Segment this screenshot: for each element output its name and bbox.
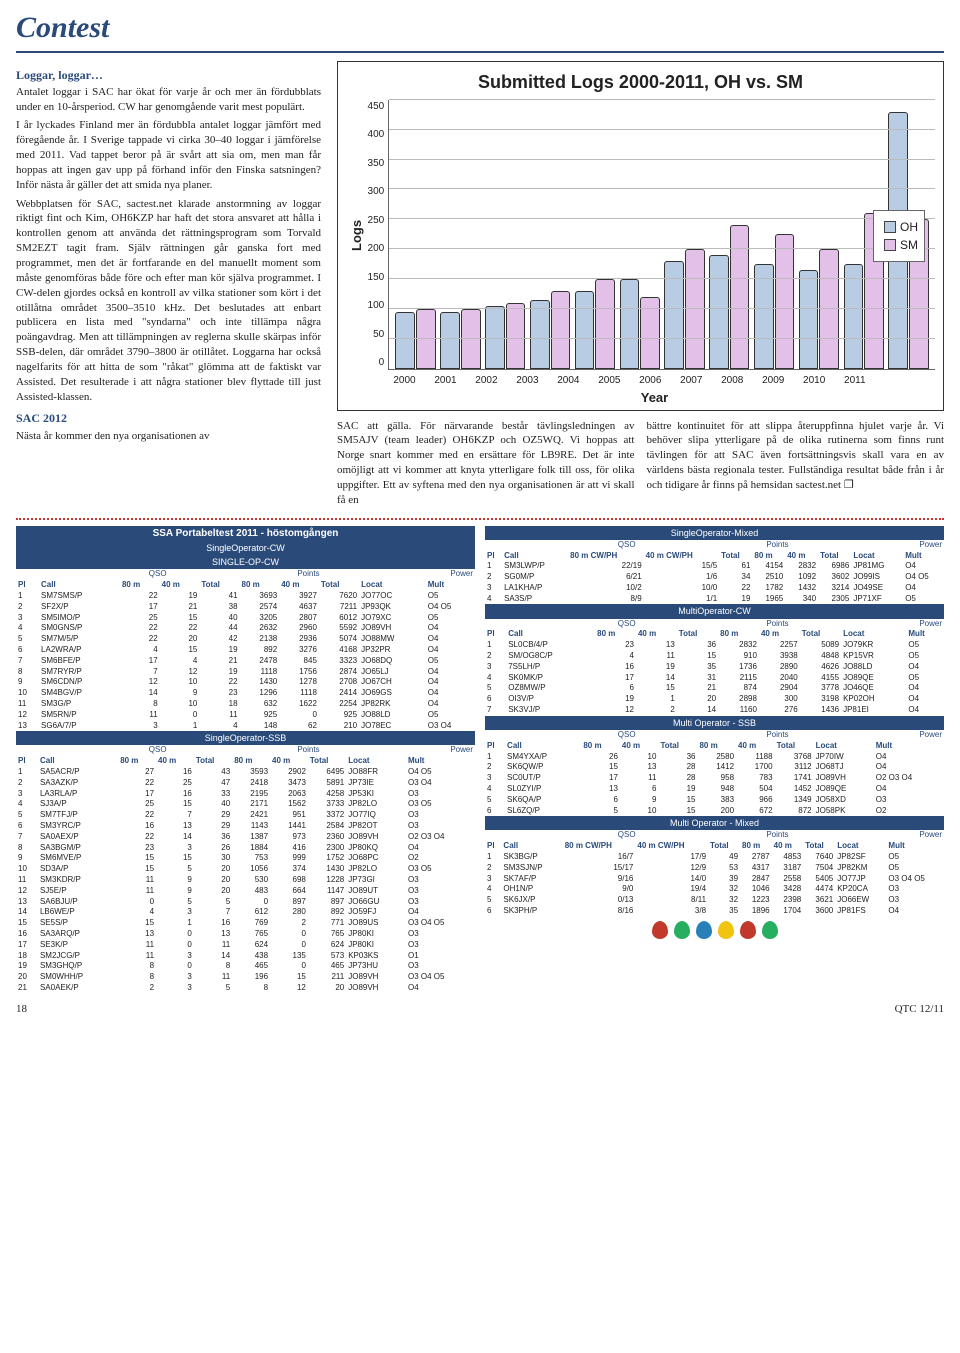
table-cw: PlCall80 m40 mTotal80 m40 mTotalLocatMul… [16,580,475,731]
table-sub-momix: Multi Operator - Mixed [485,816,944,830]
article-p4: Nästa år kommer den nya organisationen a… [16,429,321,444]
col-pow: Power [450,745,473,756]
bell-decorations [485,921,944,939]
chart-legend: OHSM [873,210,925,262]
issue-label: QTC 12/11 [895,1002,944,1017]
table-sub-mossb: Multi Operator - SSB [485,716,944,730]
col-qso: QSO [149,569,167,580]
chart-container: Submitted Logs 2000-2011, OH vs. SM Logs… [337,61,944,411]
col-pts: Points [766,830,788,841]
col-pts: Points [766,619,788,630]
chart-x-ticks: 2000200120022003200420052006200720082009… [384,374,875,388]
col-qso: QSO [618,540,636,551]
table-momix: PlCall80 m CW/PH40 m CW/PHTotal80 m40 mT… [485,841,944,917]
page-number: 18 [16,1002,27,1017]
article-heading-1: Loggar, loggar… [16,67,321,83]
table-ssb: PlCall80 m40 mTotal80 m40 mTotalLocatMul… [16,756,475,994]
chart-plot [388,100,935,370]
section-title: Contest [16,8,944,53]
col-qso: QSO [618,830,636,841]
col-pow: Power [919,619,942,630]
table-sub-sossb: SingleOperator-SSB [16,731,475,745]
col-qso: QSO [149,745,167,756]
col-qso: QSO [618,730,636,741]
chart-x-label: Year [374,389,935,407]
col-pow: Power [919,540,942,551]
col-pow: Power [919,830,942,841]
table-mossb: PlCall80 m40 mTotal80 m40 mTotalLocatMul… [485,741,944,817]
table-sub-mocw: MultiOperator-CW [485,604,944,618]
article-heading-2: SAC 2012 [16,410,321,426]
divider [16,518,944,520]
article-p1: Antalet loggar i SAC har ökat för varje … [16,85,321,115]
col-pts: Points [766,730,788,741]
article-p2: I år lyckades Finland mer än fördubbla a… [16,118,321,192]
tables-right: SingleOperator-Mixed QSO Points Power Pl… [485,526,944,994]
tables-left: SSA Portabeltest 2011 - höstomgången Sin… [16,526,475,994]
table-header-main: SSA Portabeltest 2011 - höstomgången [16,526,475,542]
chart-title: Submitted Logs 2000-2011, OH vs. SM [346,70,935,94]
chart-y-ticks: 050100150200250300350400450 [368,100,389,370]
col-qso: QSO [618,619,636,630]
article-col-right: bättre kontinuitet för att slippa återup… [647,419,945,508]
article-p3: Webbplatsen för SAC, sactest.net klarade… [16,197,321,405]
table-sub-single: SINGLE-OP-CW [16,555,475,569]
col-pts: Points [766,540,788,551]
col-pts: Points [297,745,319,756]
article-left-column: Loggar, loggar… Antalet loggar i SAC har… [16,61,321,508]
table-sub-socw: SingleOperator-CW [16,541,475,555]
table-mixed: PlCall80 m CW/PH40 m CW/PHTotal80 m40 mT… [485,551,944,605]
table-sub-mixed: SingleOperator-Mixed [485,526,944,540]
table-mocw: PlCall80 m40 mTotal80 m40 mTotalLocatMul… [485,629,944,715]
chart-y-label: Logs [346,100,368,370]
col-pow: Power [919,730,942,741]
col-pow: Power [450,569,473,580]
col-pts: Points [297,569,319,580]
article-col-mid: SAC att gälla. För närvarande består täv… [337,419,635,508]
